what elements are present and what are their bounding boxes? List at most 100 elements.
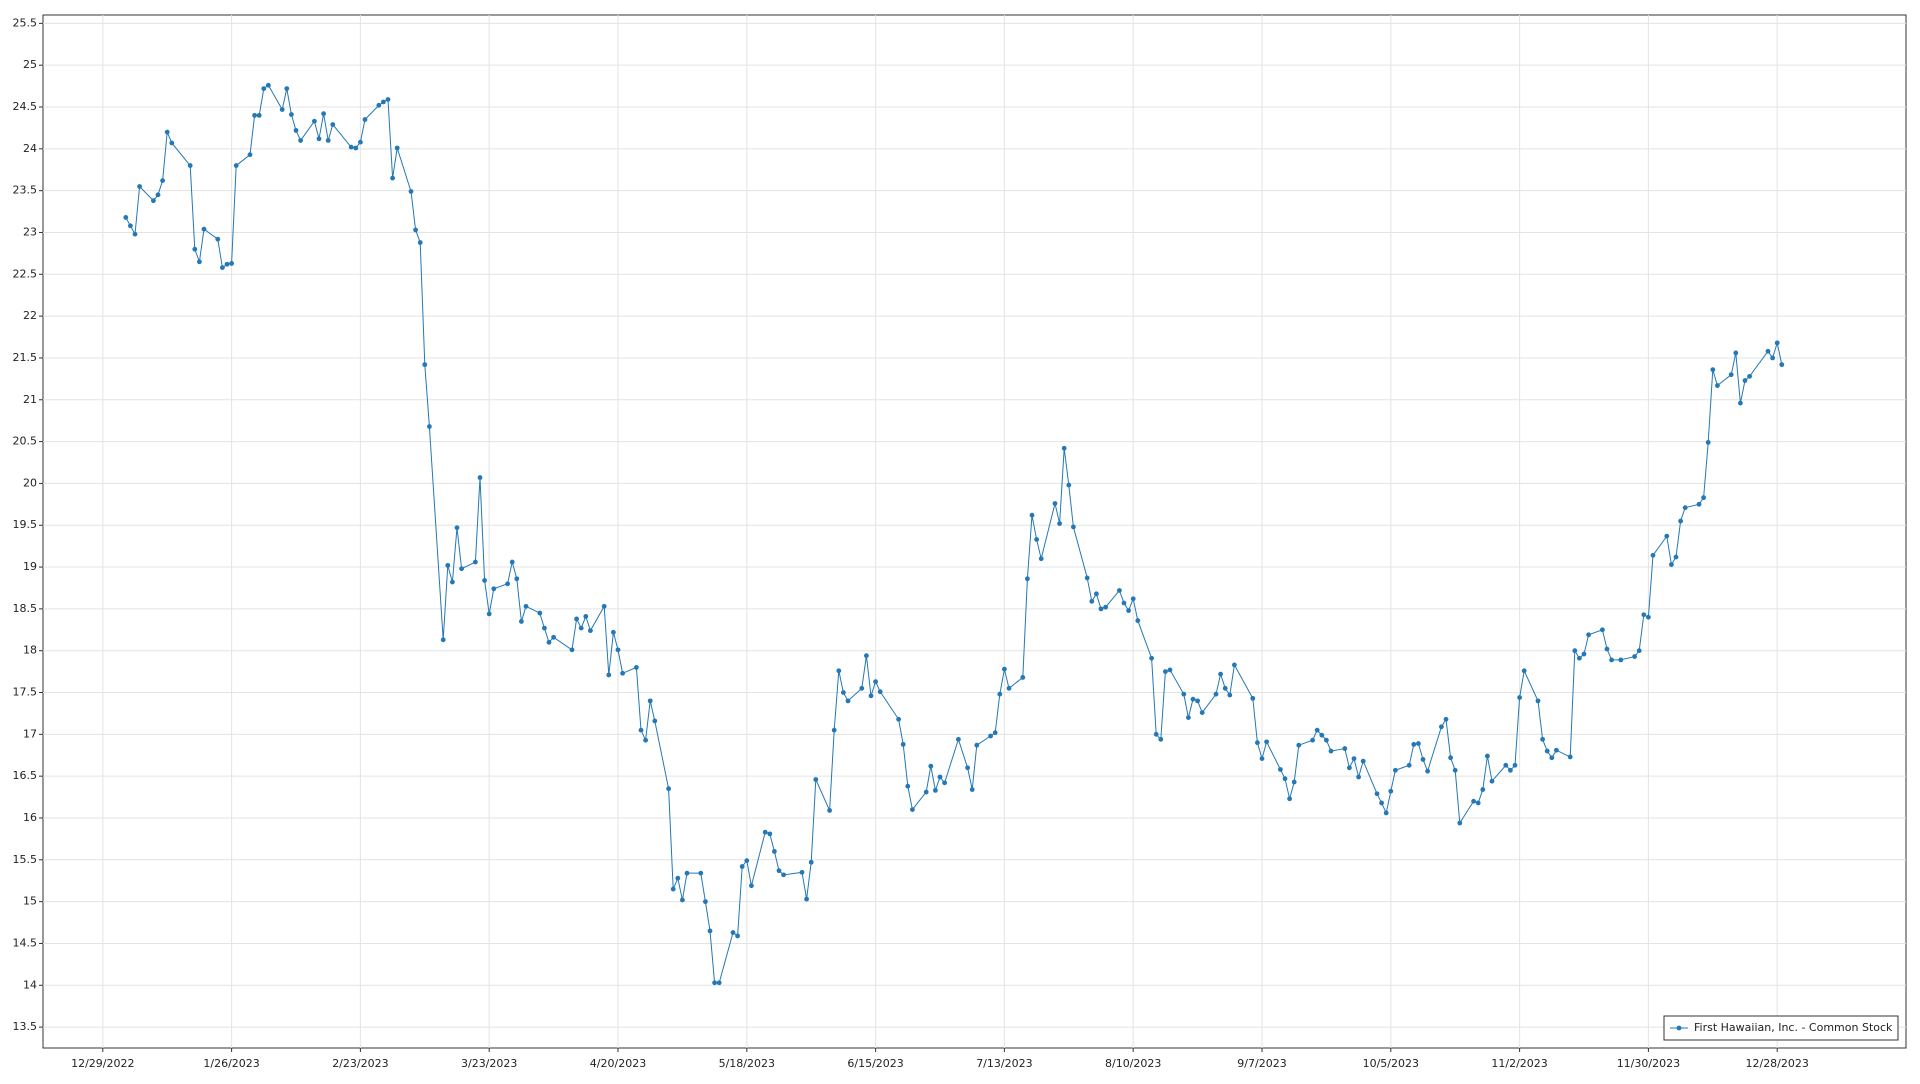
data-point	[703, 899, 708, 905]
data-point	[781, 872, 786, 878]
data-point	[1328, 748, 1334, 754]
data-point	[1503, 762, 1509, 768]
data-point	[1089, 598, 1095, 604]
data-point	[445, 562, 451, 568]
data-point	[606, 672, 612, 678]
data-point	[1190, 696, 1196, 702]
x-tick-label: 11/2/2023	[1491, 1057, 1547, 1070]
data-point	[1282, 776, 1288, 782]
data-point	[233, 163, 239, 168]
data-point	[1038, 556, 1044, 562]
data-point	[574, 616, 579, 622]
data-point	[969, 787, 975, 792]
data-point	[1195, 698, 1200, 704]
y-tick-label: 17	[23, 727, 37, 740]
data-point	[546, 639, 552, 645]
data-point	[1517, 695, 1522, 700]
data-point	[1650, 552, 1656, 558]
x-tick-label: 4/20/2023	[590, 1057, 646, 1070]
y-tick-label: 23	[23, 225, 37, 238]
data-point	[716, 980, 722, 986]
data-point	[896, 716, 901, 722]
data-point	[799, 869, 805, 875]
data-point	[873, 679, 878, 685]
data-point	[735, 933, 740, 939]
data-point	[132, 231, 138, 237]
data-point	[933, 787, 938, 793]
data-point	[1250, 695, 1256, 701]
y-tick-label: 19	[23, 560, 37, 573]
data-point	[1485, 753, 1490, 759]
data-point	[413, 227, 418, 233]
legend: First Hawaiian, Inc. - Common Stock	[1663, 1015, 1899, 1041]
data-point	[155, 192, 161, 198]
y-tick-label: 14	[23, 978, 37, 991]
data-point	[974, 742, 980, 748]
data-point	[486, 611, 492, 617]
data-point	[1452, 767, 1458, 773]
data-point	[923, 789, 929, 795]
data-point	[680, 897, 685, 903]
data-point	[220, 265, 225, 271]
data-point	[670, 886, 676, 892]
y-tick-label: 21.5	[13, 351, 38, 364]
data-point	[1742, 378, 1748, 383]
y-tick-label: 16	[23, 811, 37, 824]
y-tick-label: 22	[23, 309, 37, 322]
y-tick-label: 20.5	[13, 435, 38, 448]
data-point	[601, 603, 607, 609]
legend-box	[1663, 1015, 1899, 1041]
data-point	[1544, 748, 1550, 754]
data-point	[427, 424, 432, 429]
data-point	[1291, 779, 1297, 785]
data-point	[1002, 666, 1007, 672]
data-point	[1084, 575, 1090, 581]
data-point	[1416, 741, 1421, 746]
x-tick-label: 5/18/2023	[719, 1057, 775, 1070]
data-point	[312, 118, 317, 124]
data-point	[1581, 651, 1587, 657]
data-point	[1604, 646, 1610, 652]
data-point	[1121, 600, 1127, 606]
data-point	[284, 86, 290, 92]
data-point	[1618, 657, 1624, 663]
y-tick-label: 19.5	[13, 518, 38, 531]
data-point	[1264, 739, 1269, 745]
data-point	[440, 637, 446, 643]
x-tick-label: 12/28/2023	[1745, 1057, 1808, 1070]
data-point	[583, 613, 589, 619]
data-point	[749, 883, 754, 889]
data-point	[1641, 612, 1647, 618]
x-tick-label: 3/23/2023	[461, 1057, 517, 1070]
data-point	[1388, 788, 1394, 794]
data-point	[1135, 618, 1141, 623]
data-point	[1521, 668, 1527, 674]
data-point	[187, 163, 193, 168]
data-point	[385, 97, 391, 102]
y-tick-label: 24	[23, 142, 37, 155]
data-point	[1071, 524, 1076, 530]
data-point	[1034, 537, 1039, 542]
data-point	[712, 980, 717, 986]
data-point	[1057, 521, 1062, 526]
data-point	[813, 777, 819, 782]
data-point	[1600, 627, 1605, 633]
x-tick-label: 12/29/2022	[71, 1057, 134, 1070]
data-point	[997, 691, 1003, 697]
data-point	[1006, 685, 1012, 691]
data-point	[123, 215, 129, 220]
data-point	[1572, 648, 1578, 654]
data-point	[1747, 373, 1752, 379]
data-point	[1342, 746, 1348, 751]
data-point	[252, 112, 257, 118]
data-point	[348, 144, 354, 150]
y-tick-label: 13.5	[13, 1020, 38, 1033]
data-point	[1029, 512, 1035, 518]
y-tick-label: 25.5	[13, 16, 38, 29]
data-point	[836, 668, 842, 674]
data-point	[542, 625, 547, 631]
data-point	[1646, 614, 1651, 620]
data-point	[1457, 820, 1463, 826]
data-point	[293, 128, 299, 133]
